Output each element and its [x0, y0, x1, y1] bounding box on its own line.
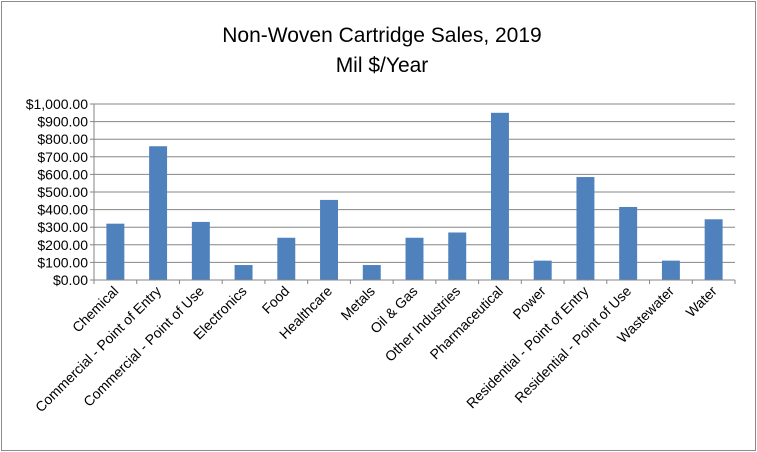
x-category-label: Other Industries — [382, 283, 464, 365]
y-tick-label: $300.00 — [37, 219, 88, 235]
y-tick-label: $700.00 — [37, 149, 88, 165]
bar — [704, 219, 723, 280]
bar — [490, 112, 509, 280]
bar — [149, 146, 168, 280]
bar — [362, 265, 381, 280]
x-category-label: Metals — [337, 283, 377, 323]
y-tick-label: $1,000.00 — [26, 96, 88, 112]
chart-title: Non-Woven Cartridge Sales, 2019 — [222, 24, 541, 47]
y-tick-label: $500.00 — [37, 184, 88, 200]
y-tick-label: $600.00 — [37, 166, 88, 182]
bar — [661, 260, 680, 280]
y-tick-label: $200.00 — [37, 237, 88, 253]
bar — [191, 221, 210, 280]
y-tick-label: $800.00 — [37, 131, 88, 147]
y-axis-ticks: $0.00 $100.00$200.00 $300.00$400.00 $500.00… — [26, 96, 94, 288]
bar — [405, 237, 424, 280]
x-category-label: Power — [509, 283, 549, 323]
bar — [448, 232, 467, 280]
x-category-label: Water — [682, 283, 720, 321]
bar — [576, 177, 595, 280]
bar — [106, 223, 125, 280]
bar — [277, 237, 296, 280]
x-category-label: Food — [259, 283, 293, 317]
y-tick-label: $0.00 — [53, 272, 88, 288]
bar — [619, 206, 638, 280]
bar — [320, 199, 339, 280]
bars — [106, 112, 723, 280]
y-tick-label: $400.00 — [37, 202, 88, 218]
x-category-label: Pharmaceutical — [427, 283, 507, 363]
chart-subtitle: Mil $/Year — [336, 54, 429, 77]
y-tick-label: $100.00 — [37, 254, 88, 270]
axes — [93, 104, 736, 284]
y-tick-label: $900.00 — [37, 114, 88, 130]
bar — [533, 260, 552, 280]
bar — [234, 265, 253, 280]
